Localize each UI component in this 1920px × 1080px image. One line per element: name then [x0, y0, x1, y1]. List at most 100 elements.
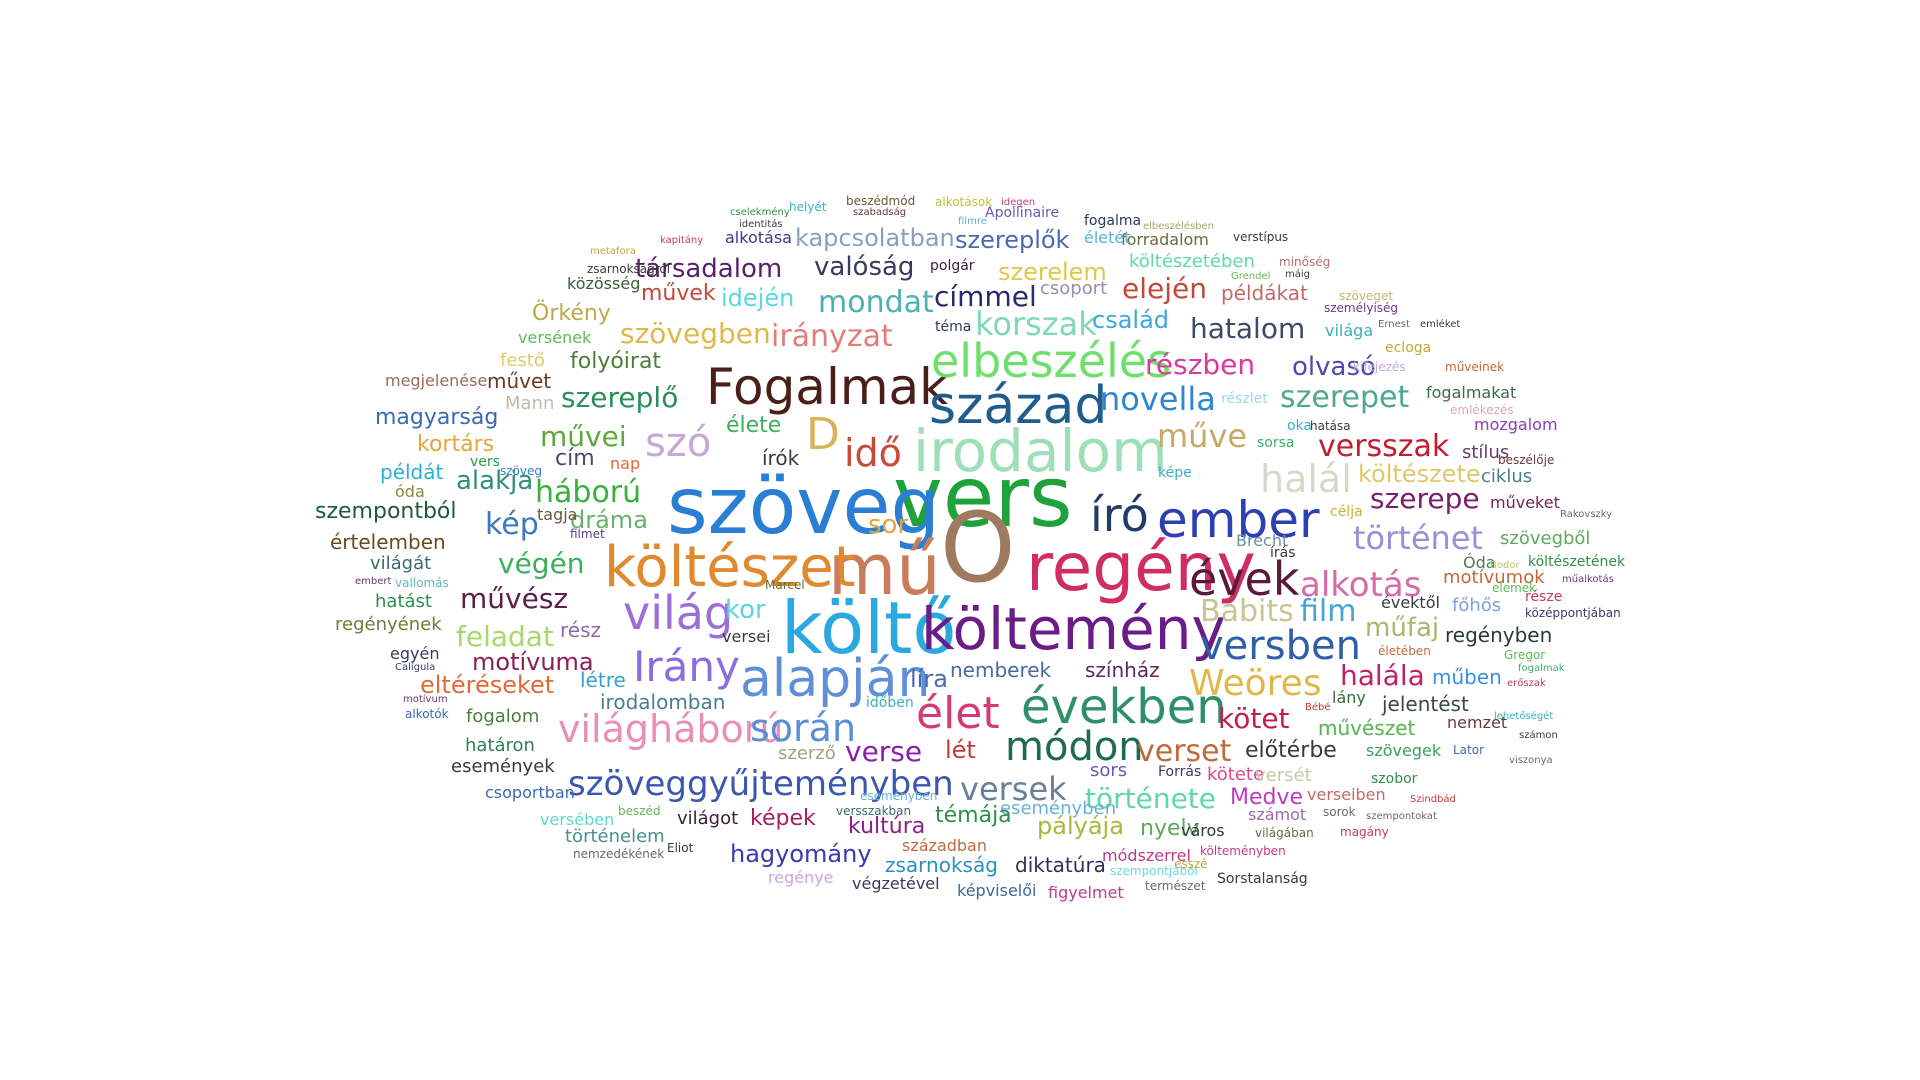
word-cloud-word: stílus — [1462, 442, 1510, 463]
word-cloud-word: művek — [641, 281, 716, 306]
word-cloud-word: olvasó — [1292, 352, 1376, 382]
word-cloud-word: valóság — [814, 252, 915, 282]
word-cloud-word: világ — [623, 586, 734, 640]
word-cloud-word: világot — [677, 808, 739, 829]
word-cloud-word: szó — [645, 420, 712, 466]
word-cloud-word: művészet — [1318, 716, 1416, 740]
word-cloud-word: viszonya — [1509, 755, 1553, 766]
word-cloud-word: világában — [1255, 826, 1314, 840]
word-cloud-word: hatása — [1310, 419, 1351, 433]
word-cloud-word: történet — [1353, 519, 1484, 557]
word-cloud-word: sorsa — [1257, 435, 1295, 451]
word-cloud-word: események — [451, 756, 555, 777]
word-cloud-word: vallomás — [395, 576, 449, 590]
word-cloud-word: jelentést — [1382, 692, 1469, 716]
word-cloud-word: eltéréseket — [420, 671, 555, 699]
word-cloud-word: figyelmet — [1048, 883, 1124, 902]
word-cloud-word: rész — [560, 618, 602, 642]
word-cloud-word: idegen — [1001, 197, 1036, 208]
word-cloud-word: téma — [935, 319, 972, 335]
word-cloud-word: ember — [1157, 491, 1320, 549]
word-cloud-word: Sorstalanság — [1217, 871, 1308, 887]
word-cloud-word: képviselői — [957, 881, 1037, 900]
word-cloud-word: műalkotás — [1562, 574, 1614, 585]
word-cloud-word: előtérbe — [1245, 738, 1337, 763]
word-cloud-word: részlet — [1221, 391, 1268, 407]
word-cloud-word: szabadság — [853, 207, 907, 218]
word-cloud-word: magány — [1340, 825, 1389, 839]
word-cloud-word: mű — [828, 529, 941, 611]
word-cloud-word: Grendel — [1231, 271, 1271, 282]
word-cloud-word: végzetével — [852, 874, 940, 893]
word-cloud-word: polgár — [930, 258, 975, 274]
word-cloud-word: beszélője — [1498, 453, 1555, 467]
word-cloud-word: sor — [868, 510, 909, 540]
word-cloud-word: megjelenése — [385, 371, 488, 390]
word-cloud-word: elbeszélésben — [1143, 221, 1215, 232]
word-cloud-word: Óda — [1463, 553, 1496, 572]
word-cloud-word: kor — [725, 595, 766, 625]
word-cloud-word: évektől — [1381, 593, 1440, 612]
word-cloud-word: elemek — [1492, 581, 1537, 595]
word-cloud-word: kötete — [1207, 764, 1265, 785]
word-cloud-word: célja — [1330, 504, 1363, 520]
word-cloud-word: Lator — [1453, 743, 1485, 757]
word-cloud-word: egyén — [390, 644, 440, 663]
word-cloud-word: forradalom — [1121, 230, 1209, 249]
word-cloud-word: középpontjában — [1525, 606, 1621, 620]
word-cloud-word: hagyomány — [730, 840, 872, 868]
word-cloud-word: története — [1085, 782, 1217, 815]
word-cloud-word: költeményben — [1200, 844, 1286, 858]
word-cloud-word: hatást — [375, 591, 432, 612]
word-cloud-word: végén — [498, 547, 585, 580]
word-cloud-word: példákat — [1221, 281, 1308, 305]
word-cloud-word: szöveg — [667, 462, 940, 552]
word-cloud-word: máig — [1285, 269, 1310, 280]
word-cloud-word: szöveg — [500, 464, 542, 478]
word-cloud-word: Szindbád — [1410, 794, 1456, 805]
word-cloud-word: színház — [1085, 658, 1160, 682]
word-cloud-word: Forrás — [1158, 764, 1202, 780]
word-cloud-word: csoportban — [485, 783, 575, 802]
word-cloud-word: főhős — [1452, 595, 1502, 616]
word-cloud-word: festő — [500, 350, 545, 371]
word-cloud-word: helyét — [789, 200, 827, 214]
word-cloud-word: módon — [1005, 724, 1144, 770]
word-cloud-word: D — [806, 409, 840, 460]
word-cloud-word: művészet — [1318, 716, 1416, 740]
word-cloud-word: versben — [1200, 623, 1361, 669]
word-cloud-word: Eliot — [667, 841, 694, 855]
word-cloud-word: esszé — [1174, 857, 1208, 871]
word-cloud-word: csoport — [1040, 278, 1108, 299]
word-cloud-word: filmre — [958, 216, 987, 227]
word-cloud-word: módszerrel — [1102, 846, 1191, 865]
word-cloud-word: fogalma — [1084, 213, 1142, 229]
word-cloud-word: fogalmakat — [1426, 383, 1517, 402]
word-cloud-word: emléket — [1420, 319, 1461, 330]
word-cloud-word: lány — [1332, 688, 1366, 707]
word-cloud-word: költészet — [604, 535, 856, 600]
word-cloud-word: számot — [1248, 805, 1307, 824]
word-cloud-word: műve — [1157, 417, 1248, 455]
word-cloud-word: kép — [485, 507, 539, 542]
word-cloud-word: embert — [355, 576, 392, 587]
word-cloud-word: művet — [487, 369, 552, 393]
word-cloud-word: irányzat — [771, 319, 893, 354]
word-cloud-word: háború — [535, 475, 642, 510]
word-cloud-word: sors — [1090, 760, 1128, 781]
word-cloud-word: képe — [1158, 465, 1192, 481]
word-cloud-word: lehetőségét — [1494, 711, 1554, 722]
word-cloud-word: versét — [1255, 765, 1312, 786]
word-cloud-word: Irány — [633, 642, 740, 691]
word-cloud-word: szempontjából — [1110, 864, 1198, 878]
word-cloud-word: cselekmény — [730, 207, 790, 218]
word-cloud-word: költemény — [921, 595, 1226, 663]
word-cloud-word: szempontból — [315, 499, 457, 524]
word-cloud-word: században — [902, 836, 987, 855]
word-cloud-word: O — [940, 492, 1016, 604]
word-cloud-word: feladat — [456, 620, 554, 653]
word-cloud-word: társadalom — [635, 254, 783, 284]
word-cloud-word: idő — [844, 431, 902, 475]
word-cloud-word: szerepet — [1280, 380, 1410, 415]
word-cloud-word: Medve — [1230, 785, 1304, 810]
